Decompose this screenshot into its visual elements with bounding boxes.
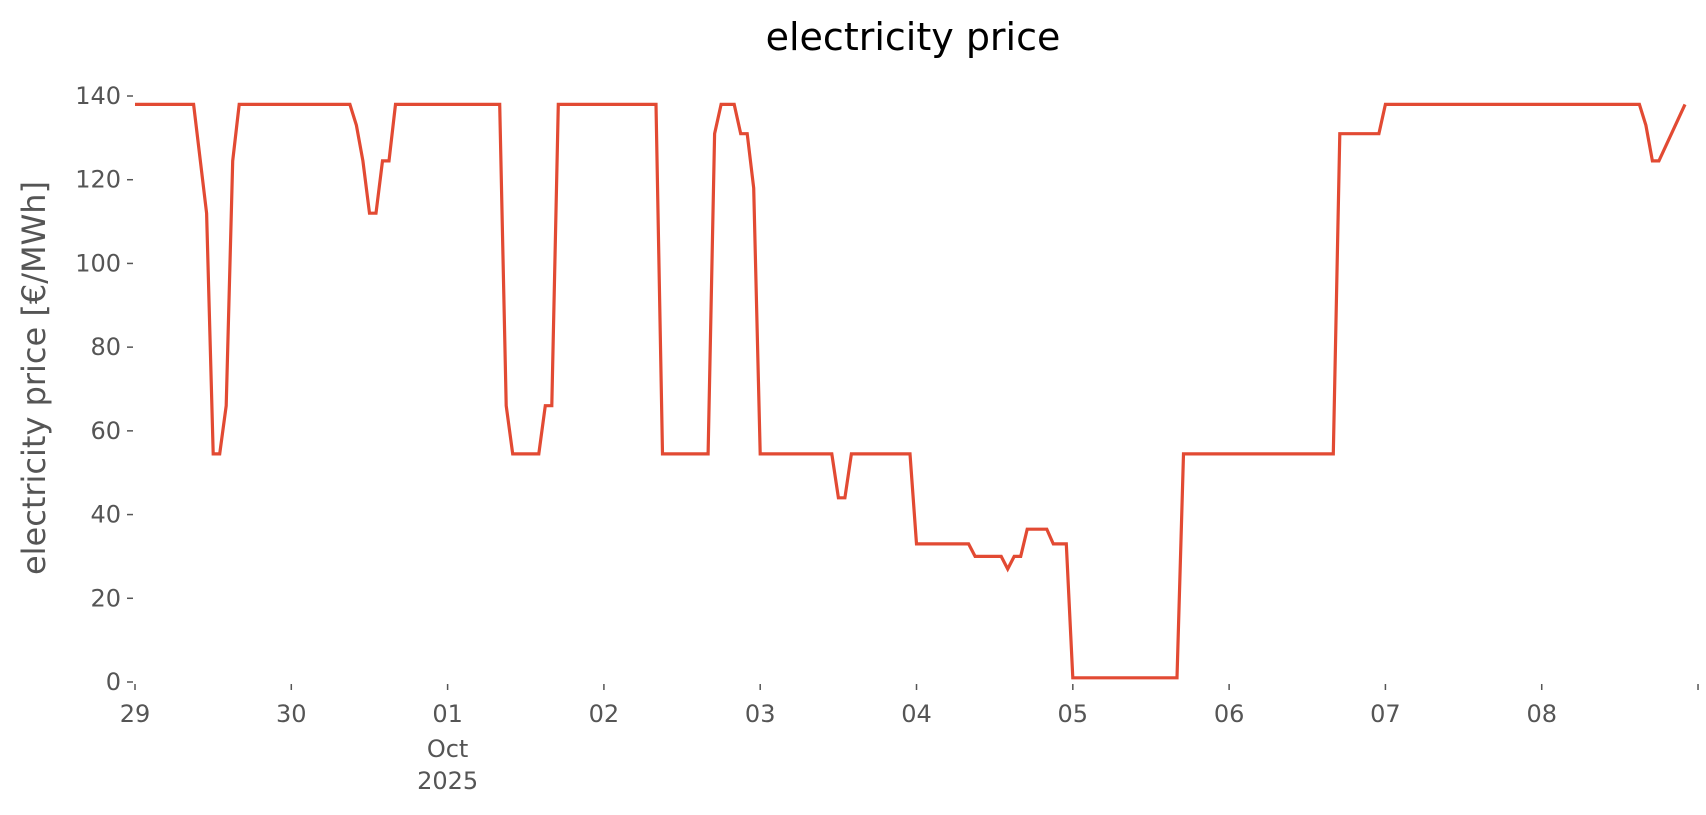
y-tick-label: 120 xyxy=(75,166,121,194)
y-axis-label: electricity price [€/MWh] xyxy=(15,181,53,575)
series-line xyxy=(135,102,1687,680)
y-tick-label: 140 xyxy=(75,82,121,110)
y-tick-label: 60 xyxy=(90,417,121,445)
x-tick-label: 03 xyxy=(745,700,776,728)
x-tick-label: 30 xyxy=(276,700,307,728)
plot-area xyxy=(135,102,1687,680)
x-tick-label: 02 xyxy=(589,700,620,728)
y-tick-label: 80 xyxy=(90,333,121,361)
y-tick-label: 20 xyxy=(90,584,121,612)
x-tick-label: 07 xyxy=(1370,700,1401,728)
x-tick-label: 05 xyxy=(1058,700,1089,728)
x-tick-sublabel-year: 2025 xyxy=(417,767,478,795)
y-tick-label: 0 xyxy=(106,668,121,696)
x-tick-sublabel-month: Oct xyxy=(427,735,469,763)
y-tick-label: 100 xyxy=(75,249,121,277)
x-axis: 29 30 01 Oct 2025 02 03 04 05 06 07 08 xyxy=(120,684,1699,795)
y-axis: 0 20 40 60 80 100 120 140 xyxy=(75,82,133,696)
x-tick-label: 04 xyxy=(901,700,932,728)
x-tick-label: 06 xyxy=(1214,700,1245,728)
x-tick-label: 01 xyxy=(432,700,463,728)
x-tick-label: 29 xyxy=(120,700,151,728)
chart-title: electricity price xyxy=(766,15,1061,59)
y-tick-label: 40 xyxy=(90,501,121,529)
x-tick-label: 08 xyxy=(1526,700,1557,728)
